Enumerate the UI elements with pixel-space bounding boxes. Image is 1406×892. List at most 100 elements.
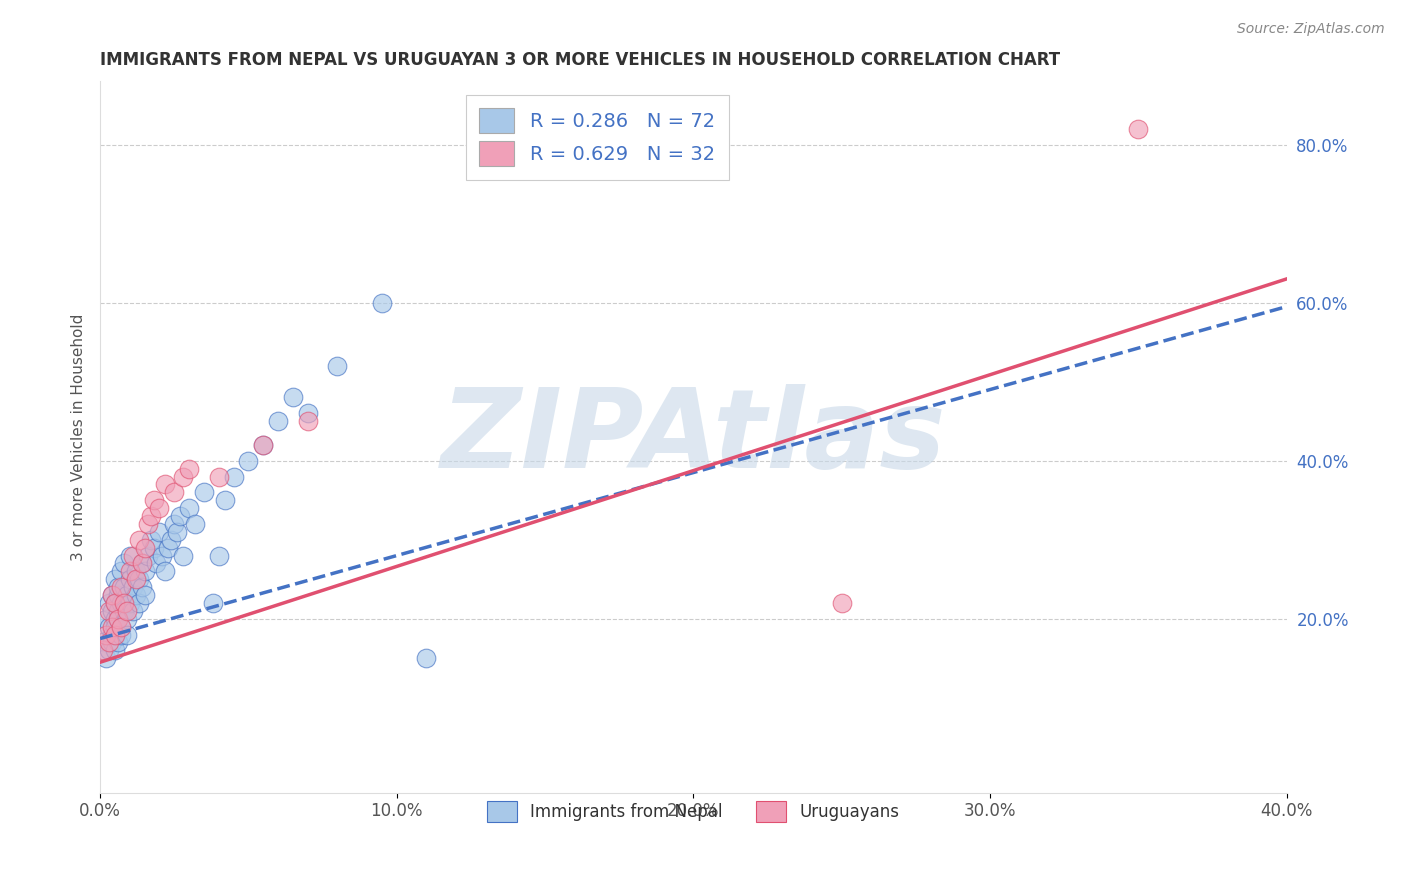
Point	[118, 596, 141, 610]
Point	[118, 549, 141, 563]
Point	[107, 635, 129, 649]
Point	[136, 516, 159, 531]
Point	[110, 620, 132, 634]
Point	[104, 612, 127, 626]
Point	[134, 565, 156, 579]
Point	[831, 596, 853, 610]
Point	[152, 549, 174, 563]
Point	[201, 596, 224, 610]
Point	[145, 557, 167, 571]
Point	[193, 485, 215, 500]
Point	[107, 612, 129, 626]
Point	[281, 391, 304, 405]
Point	[136, 549, 159, 563]
Point	[155, 565, 177, 579]
Point	[148, 501, 170, 516]
Point	[267, 414, 290, 428]
Point	[115, 604, 138, 618]
Point	[238, 453, 260, 467]
Point	[121, 604, 143, 618]
Point	[110, 596, 132, 610]
Point	[157, 541, 180, 555]
Point	[101, 627, 124, 641]
Point	[208, 549, 231, 563]
Point	[169, 509, 191, 524]
Point	[110, 627, 132, 641]
Point	[297, 406, 319, 420]
Point	[104, 596, 127, 610]
Point	[163, 516, 186, 531]
Point	[252, 438, 274, 452]
Point	[166, 524, 188, 539]
Point	[104, 572, 127, 586]
Point	[107, 604, 129, 618]
Point	[121, 580, 143, 594]
Point	[128, 572, 150, 586]
Point	[101, 588, 124, 602]
Point	[128, 596, 150, 610]
Point	[131, 580, 153, 594]
Point	[179, 501, 201, 516]
Point	[179, 461, 201, 475]
Point	[101, 588, 124, 602]
Point	[214, 493, 236, 508]
Legend: Immigrants from Nepal, Uruguayans: Immigrants from Nepal, Uruguayans	[475, 789, 911, 834]
Point	[131, 557, 153, 571]
Point	[101, 604, 124, 618]
Point	[98, 635, 121, 649]
Point	[128, 533, 150, 547]
Point	[91, 635, 114, 649]
Point	[98, 604, 121, 618]
Point	[172, 469, 194, 483]
Point	[125, 572, 148, 586]
Point	[172, 549, 194, 563]
Point	[118, 565, 141, 579]
Point	[134, 541, 156, 555]
Point	[326, 359, 349, 373]
Point	[252, 438, 274, 452]
Point	[98, 643, 121, 657]
Point	[101, 635, 124, 649]
Point	[115, 627, 138, 641]
Point	[155, 477, 177, 491]
Point	[104, 643, 127, 657]
Point	[160, 533, 183, 547]
Point	[142, 541, 165, 555]
Point	[104, 627, 127, 641]
Point	[115, 612, 138, 626]
Point	[94, 651, 117, 665]
Point	[222, 469, 245, 483]
Point	[110, 565, 132, 579]
Text: ZIPAtlas: ZIPAtlas	[440, 384, 946, 491]
Point	[94, 627, 117, 641]
Point	[163, 485, 186, 500]
Point	[101, 620, 124, 634]
Point	[139, 509, 162, 524]
Point	[115, 588, 138, 602]
Point	[104, 627, 127, 641]
Point	[107, 588, 129, 602]
Point	[94, 612, 117, 626]
Point	[107, 612, 129, 626]
Point	[104, 620, 127, 634]
Point	[110, 580, 132, 594]
Point	[112, 604, 135, 618]
Point	[121, 549, 143, 563]
Point	[98, 596, 121, 610]
Point	[112, 596, 135, 610]
Point	[112, 580, 135, 594]
Point	[297, 414, 319, 428]
Point	[104, 596, 127, 610]
Text: IMMIGRANTS FROM NEPAL VS URUGUAYAN 3 OR MORE VEHICLES IN HOUSEHOLD CORRELATION C: IMMIGRANTS FROM NEPAL VS URUGUAYAN 3 OR …	[100, 51, 1060, 69]
Point	[98, 620, 121, 634]
Point	[112, 557, 135, 571]
Y-axis label: 3 or more Vehicles in Household: 3 or more Vehicles in Household	[72, 313, 86, 561]
Point	[107, 580, 129, 594]
Point	[208, 469, 231, 483]
Text: Source: ZipAtlas.com: Source: ZipAtlas.com	[1237, 22, 1385, 37]
Point	[125, 588, 148, 602]
Point	[371, 295, 394, 310]
Point	[139, 533, 162, 547]
Point	[142, 493, 165, 508]
Point	[134, 588, 156, 602]
